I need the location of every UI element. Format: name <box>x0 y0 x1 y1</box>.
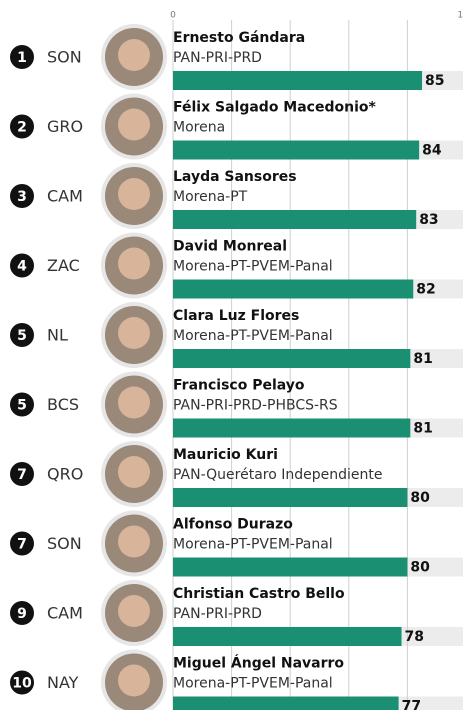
bar <box>173 71 423 90</box>
bar <box>173 210 417 229</box>
party: Morena <box>173 120 225 136</box>
rank: 4 <box>17 259 27 275</box>
candidate-name: Miguel Ángel Navarro <box>173 655 344 672</box>
bar <box>173 696 399 710</box>
party: Morena-PT-PVEM-Panal <box>173 259 333 275</box>
bar <box>173 279 414 299</box>
value-label: 82 <box>416 282 435 298</box>
rank-badge <box>10 253 34 278</box>
portrait-face <box>118 39 150 71</box>
state: CAM <box>47 604 83 623</box>
rank: 9 <box>17 606 27 622</box>
state: QRO <box>47 465 83 484</box>
party: Morena-PT-PVEM-Panal <box>173 676 333 692</box>
rank-badge <box>10 323 34 347</box>
x-tick-label: 0 <box>170 11 176 21</box>
party: PAN-Querétaro Independiente <box>173 467 383 483</box>
state: SON <box>47 534 82 553</box>
candidate-name: Félix Salgado Macedonio* <box>173 100 377 116</box>
portrait-face <box>118 456 150 488</box>
bar <box>173 140 420 160</box>
candidate-name: Mauricio Kuri <box>173 447 278 463</box>
state: NL <box>47 326 68 345</box>
portrait-face <box>118 108 150 141</box>
value-label: 81 <box>413 421 432 437</box>
rank-badge <box>10 184 34 208</box>
party: Morena-PT-PVEM-Panal <box>173 328 333 344</box>
portrait-face <box>118 386 150 419</box>
x-tick-label: 100 <box>457 11 463 21</box>
candidate-name: Christian Castro Bello <box>173 586 345 602</box>
state: GRO <box>47 117 83 136</box>
candidate-name: Layda Sansores <box>173 169 297 185</box>
state: ZAC <box>47 256 80 275</box>
rank: 2 <box>17 120 27 136</box>
bar <box>173 488 408 507</box>
party: Morena-PT-PVEM-Panal <box>173 537 333 553</box>
rank: 3 <box>17 189 27 205</box>
value-label: 83 <box>419 212 438 228</box>
bar <box>173 627 402 646</box>
state: BCS <box>47 395 79 414</box>
rank: 1 <box>17 50 27 66</box>
rank-badge <box>10 601 34 625</box>
state: CAM <box>47 187 83 206</box>
candidate-name: Clara Luz Flores <box>173 308 299 324</box>
bar <box>173 349 411 368</box>
candidate-name: Ernesto Gándara <box>173 30 305 46</box>
portrait-face <box>118 595 150 627</box>
rank: 5 <box>17 398 27 414</box>
rank: 7 <box>17 537 27 553</box>
rank-badge <box>10 45 34 69</box>
value-label: 80 <box>410 490 430 506</box>
value-label: 84 <box>422 143 442 159</box>
value-label: 80 <box>410 560 430 576</box>
candidate-name: Francisco Pelayo <box>173 378 305 394</box>
value-label: 77 <box>402 699 421 710</box>
portrait-face <box>118 247 150 280</box>
candidate-name: Alfonso Durazo <box>173 517 293 533</box>
rank: 10 <box>12 676 32 692</box>
value-label: 78 <box>405 629 424 645</box>
rank-badge <box>10 114 34 139</box>
party: PAN-PRI-PRD <box>173 50 262 66</box>
state: NAY <box>47 673 79 692</box>
rank: 5 <box>17 328 27 344</box>
party: Morena-PT <box>173 189 248 205</box>
bar <box>173 557 408 577</box>
rank-badge <box>10 670 34 695</box>
party: PAN-PRI-PRD <box>173 606 262 622</box>
state: SON <box>47 48 82 67</box>
portrait-face <box>118 317 150 349</box>
portrait-face <box>118 525 150 558</box>
portrait-face <box>118 178 150 210</box>
portrait-face <box>118 664 150 697</box>
rank: 7 <box>17 467 27 483</box>
candidate-name: David Monreal <box>173 239 287 255</box>
party: PAN-PRI-PRD-PHBCS-RS <box>173 398 338 414</box>
value-label: 81 <box>413 351 432 367</box>
rank-badge <box>10 531 34 556</box>
rank-badge <box>10 462 34 486</box>
bar <box>173 418 411 438</box>
rank-badge <box>10 392 34 417</box>
value-label: 85 <box>425 73 444 89</box>
